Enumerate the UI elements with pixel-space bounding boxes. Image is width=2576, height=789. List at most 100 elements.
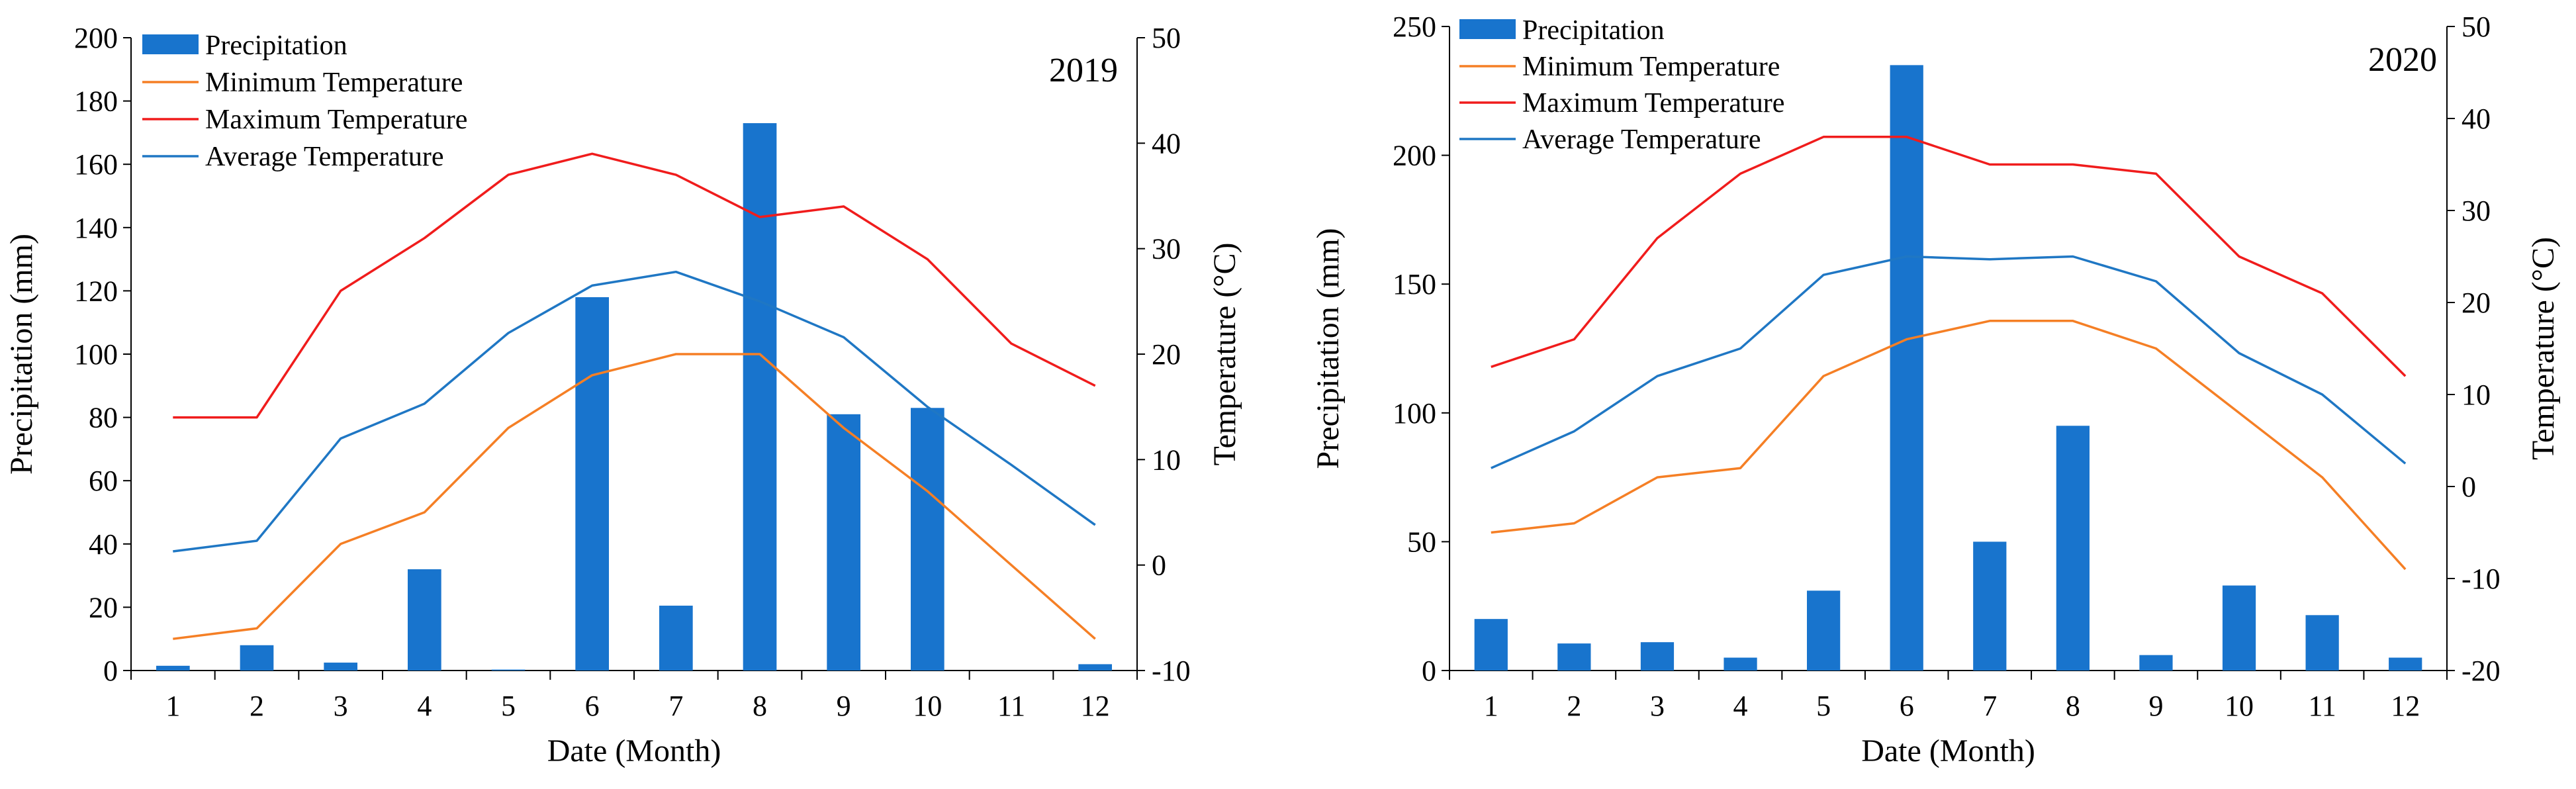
legend-entry: Precipitation: [205, 30, 347, 61]
right-tick-label: 20: [1152, 338, 1181, 371]
max-temperature-line: [1491, 136, 2407, 377]
left-tick-label: 250: [1393, 11, 1436, 43]
precipitation-bar: [911, 408, 944, 671]
precipitation-bar: [575, 297, 609, 671]
left-tick-label: 50: [1407, 526, 1436, 558]
x-tick-label: 12: [2391, 690, 2420, 722]
left-tick-label: 100: [1393, 397, 1436, 430]
precipitation-bar: [156, 665, 190, 671]
precipitation-bar: [659, 606, 693, 671]
y-axis-right-label: Temperature (°C): [2526, 237, 2561, 460]
right-tick-label: 40: [2461, 103, 2491, 135]
y-axis-left-label: Precipitation (mm): [4, 234, 39, 475]
x-tick-label: 10: [913, 690, 942, 722]
precipitation-bar: [2222, 585, 2256, 671]
legend: Precipitation Minimum Temperature Maximum …: [142, 30, 467, 172]
min-temperature-line: [1491, 320, 2407, 571]
left-tick-label: 0: [1422, 655, 1436, 687]
legend-entry: Precipitation: [1522, 15, 1665, 46]
right-tick-label: 10: [2461, 379, 2491, 411]
x-tick-label: 7: [668, 690, 683, 722]
x-tick-label: 3: [334, 690, 348, 722]
left-tick-label: 120: [74, 275, 118, 307]
x-tick-label: 4: [417, 690, 432, 722]
left-tick-label: 60: [89, 465, 118, 497]
precipitation-bar: [2305, 615, 2339, 671]
precipitation-bar: [2389, 657, 2422, 671]
precipitation-bar: [1078, 664, 1112, 671]
precipitation-bar: [1640, 642, 1675, 671]
right-tick-label: 50: [2461, 11, 2491, 43]
left-tick-label: 0: [103, 655, 118, 687]
x-tick-label: 11: [997, 690, 1025, 722]
left-tick-label: 180: [74, 85, 118, 118]
left-tick-label: 200: [1393, 140, 1436, 172]
right-tick-label: -10: [2461, 563, 2501, 595]
precipitation-bar: [1557, 643, 1591, 671]
precipitation-bar: [2056, 426, 2090, 671]
year-label: 2020: [2368, 41, 2437, 79]
chart-panel-2019: 0 20 40 60 80 100 120 140 160 180 200 -10 0 10 20 30 40 5…: [4, 22, 1242, 768]
x-tick-label: 11: [2308, 690, 2336, 722]
legend-entry: Minimum Temperature: [205, 68, 463, 98]
legend-entry: Maximum Temperature: [205, 105, 467, 135]
left-tick-label: 40: [89, 528, 118, 561]
x-axis-label: Date (Month): [547, 733, 721, 768]
x-tick-label: 9: [837, 690, 851, 722]
left-tick-label: 150: [1393, 268, 1436, 301]
precipitation-bar: [827, 414, 860, 671]
right-tick-label: 0: [1152, 549, 1166, 582]
right-tick-label: -20: [2461, 655, 2501, 687]
x-tick-label: 1: [1484, 690, 1498, 722]
x-tick-label: 5: [1816, 690, 1831, 722]
right-tick-label: 50: [1152, 22, 1181, 54]
precipitation-bar: [1807, 590, 1841, 671]
precipitation-bar: [408, 569, 441, 671]
right-tick-label: 10: [1152, 443, 1181, 476]
max-temperature-line: [173, 152, 1096, 419]
precipitation-bar: [2139, 655, 2173, 671]
precipitation-bar: [1474, 619, 1508, 671]
left-tick-label: 140: [74, 212, 118, 244]
left-tick-label: 20: [89, 591, 118, 624]
precipitation-bar: [324, 663, 357, 671]
legend-entry: Average Temperature: [205, 142, 443, 172]
avg-temperature-line: [1491, 255, 2407, 469]
precipitation-bar: [743, 123, 777, 671]
x-tick-label: 6: [1900, 690, 1914, 722]
precipitation-bar: [240, 645, 274, 671]
x-tick-label: 7: [1982, 690, 1997, 722]
y-axis-left-label: Precipitation (mm): [1311, 228, 1346, 469]
right-tick-label: 40: [1152, 127, 1181, 160]
x-tick-label: 12: [1081, 690, 1110, 722]
x-tick-label: 2: [1567, 690, 1581, 722]
x-tick-label: 8: [753, 690, 767, 722]
x-axis-label: Date (Month): [1861, 733, 2035, 768]
left-tick-label: 100: [74, 338, 118, 371]
precipitation-bar: [1724, 657, 1757, 671]
x-tick-label: 5: [501, 690, 516, 722]
x-tick-label: 4: [1733, 690, 1748, 722]
x-tick-label: 8: [2066, 690, 2080, 722]
x-tick-label: 2: [250, 690, 264, 722]
right-tick-label: 20: [2461, 287, 2491, 319]
x-tick-label: 3: [1650, 690, 1665, 722]
right-tick-label: 0: [2461, 471, 2476, 503]
precipitation-bar: [1973, 541, 2007, 671]
avg-temperature-line: [173, 270, 1096, 553]
year-label: 2019: [1049, 52, 1118, 89]
x-tick-label: 10: [2225, 690, 2254, 722]
left-tick-label: 160: [74, 148, 118, 181]
left-tick-label: 80: [89, 402, 118, 434]
precipitation-bar: [1890, 65, 1923, 671]
legend-swatch-precipitation: [1459, 19, 1516, 39]
x-tick-label: 9: [2148, 690, 2163, 722]
right-tick-label: 30: [2461, 195, 2491, 227]
x-tick-label: 6: [585, 690, 600, 722]
legend: Precipitation Minimum Temperature Maximum …: [1459, 15, 1784, 155]
right-tick-label: 30: [1152, 233, 1181, 265]
x-tick-label: 1: [165, 690, 180, 722]
